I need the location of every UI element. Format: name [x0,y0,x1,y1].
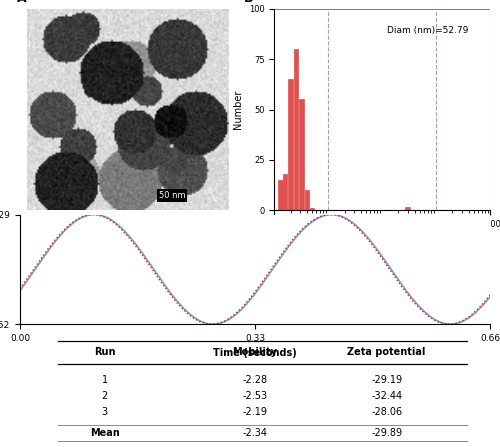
Text: -28.06: -28.06 [371,407,402,417]
Bar [288,80,292,210]
Text: B: B [244,0,254,5]
Bar [278,180,282,210]
Text: A: A [17,0,27,5]
Text: 50 nm: 50 nm [158,191,186,200]
X-axis label: Diameter (nm): Diameter (nm) [342,234,422,245]
Text: Run: Run [94,347,116,357]
Text: 1: 1 [102,375,107,385]
Text: 2: 2 [102,392,107,401]
Bar [294,49,298,210]
Text: -2.34: -2.34 [242,428,268,438]
Bar [406,207,410,210]
Text: -29.89: -29.89 [371,428,402,438]
X-axis label: Time (seconds): Time (seconds) [213,349,297,358]
Text: Mean: Mean [90,428,120,438]
Y-axis label: Number: Number [234,90,243,129]
Bar [310,208,314,210]
Text: -32.44: -32.44 [371,392,402,401]
Bar [283,174,288,210]
Text: Diam (nm)=52.79: Diam (nm)=52.79 [386,26,468,35]
Text: -2.53: -2.53 [242,392,268,401]
Text: Zeta potential: Zeta potential [348,347,426,357]
Text: 3: 3 [102,407,107,417]
Bar [304,190,309,210]
Text: -2.19: -2.19 [242,407,268,417]
Text: -29.19: -29.19 [371,375,402,385]
Bar [300,100,304,210]
Text: Mobility: Mobility [232,347,278,357]
Text: -2.28: -2.28 [242,375,268,385]
